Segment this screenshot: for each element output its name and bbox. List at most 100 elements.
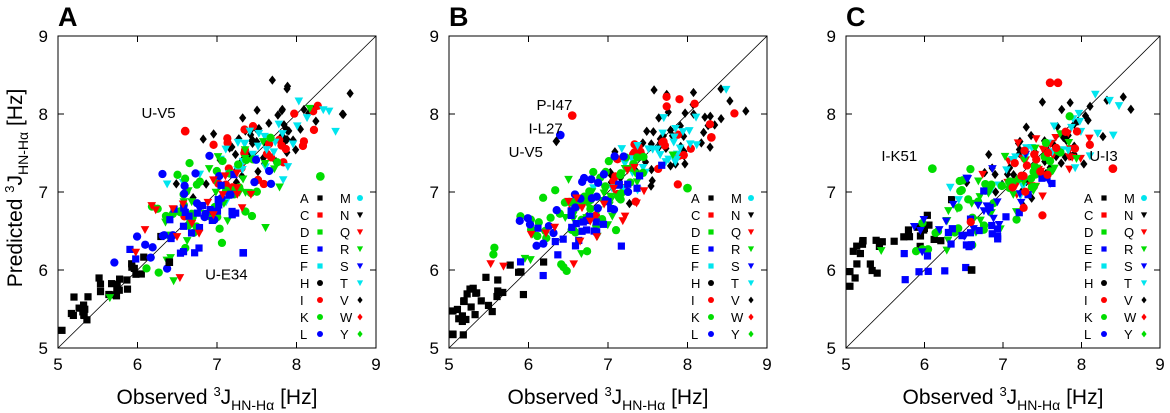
- data-point: [173, 170, 182, 179]
- data-point: [978, 170, 987, 179]
- data-point: [215, 201, 223, 209]
- data-point: [1086, 101, 1094, 112]
- data-point: [79, 301, 88, 309]
- data-point: [904, 226, 913, 234]
- data-point: [1072, 127, 1082, 136]
- legend-marker: [317, 195, 323, 201]
- x-axis-label: Observed 3JHN-Hα [Hz]: [903, 384, 1104, 413]
- data-point: [218, 156, 227, 166]
- data-point: [599, 170, 609, 179]
- data-point: [234, 160, 243, 169]
- data-point: [302, 114, 312, 123]
- data-point: [213, 153, 223, 162]
- legend-label: Y: [1124, 327, 1133, 342]
- data-point: [679, 151, 688, 160]
- data-point: [187, 198, 197, 207]
- data-point: [1008, 190, 1018, 199]
- data-point: [493, 292, 501, 301]
- data-point: [945, 183, 955, 192]
- data-point: [859, 236, 867, 245]
- data-point: [58, 326, 66, 334]
- legend-label: T: [340, 276, 348, 291]
- data-point: [600, 184, 609, 192]
- legend-marker: [708, 297, 714, 303]
- data-point: [567, 211, 575, 220]
- data-point: [1022, 122, 1030, 132]
- data-point: [919, 216, 929, 224]
- legend-marker: [317, 280, 323, 286]
- data-point: [449, 307, 457, 315]
- legend-label: E: [1084, 242, 1093, 257]
- data-point: [1019, 203, 1028, 212]
- legend-label: C: [300, 208, 309, 223]
- data-point: [169, 277, 178, 286]
- data-point: [620, 159, 630, 168]
- panel-a: A5 6 7 8 956789U-V5U-E34ACDEFHIKLMNQRSTVWYOb…: [39, 2, 381, 413]
- data-point: [583, 201, 593, 210]
- data-point: [275, 183, 284, 192]
- data-point: [973, 201, 983, 210]
- data-point: [1031, 182, 1040, 191]
- legend-marker: [708, 331, 714, 337]
- data-point: [1020, 156, 1029, 165]
- data-point: [1072, 155, 1081, 163]
- data-point: [179, 222, 188, 230]
- data-point: [180, 181, 189, 190]
- x-tick-label: 8: [292, 355, 301, 374]
- data-point: [552, 206, 561, 215]
- data-point: [593, 204, 602, 213]
- data-point: [253, 142, 263, 151]
- data-point: [265, 166, 274, 176]
- data-point: [672, 155, 681, 164]
- legend-marker: [747, 280, 755, 287]
- data-point: [140, 226, 150, 235]
- data-point: [281, 135, 289, 146]
- legend-marker: [1141, 313, 1147, 321]
- data-point: [681, 159, 689, 169]
- data-point: [494, 276, 502, 284]
- data-point: [564, 175, 573, 184]
- data-point: [992, 198, 1002, 207]
- data-point: [230, 170, 238, 179]
- data-point: [158, 231, 167, 241]
- data-point: [1061, 127, 1070, 136]
- x-tick-label: 7: [998, 355, 1007, 374]
- data-point: [123, 285, 132, 293]
- data-point: [1061, 152, 1069, 162]
- data-point: [110, 258, 119, 267]
- data-point: [589, 184, 598, 193]
- data-point: [988, 221, 996, 230]
- legend-label: C: [691, 208, 700, 223]
- legend-label: E: [300, 242, 309, 257]
- data-point: [1009, 170, 1018, 180]
- data-point: [201, 209, 210, 219]
- data-point: [251, 155, 261, 164]
- data-point: [655, 113, 663, 123]
- annotation: U-E34: [205, 266, 248, 283]
- data-point: [639, 152, 648, 162]
- legend-label: N: [340, 208, 349, 223]
- data-point: [459, 331, 467, 339]
- data-point: [992, 187, 1000, 197]
- data-point: [147, 202, 157, 211]
- y-tick-label: 6: [827, 261, 836, 280]
- panel-letter: B: [449, 2, 469, 32]
- data-point: [195, 223, 204, 232]
- legend-label: D: [691, 225, 700, 240]
- data-point: [980, 187, 988, 195]
- data-point: [193, 209, 201, 217]
- data-point: [900, 249, 908, 258]
- data-point: [624, 180, 632, 188]
- data-point: [966, 217, 975, 227]
- data-point: [609, 205, 619, 214]
- legend-marker: [317, 331, 323, 337]
- legend-marker: [1101, 331, 1107, 337]
- data-point: [900, 233, 908, 241]
- data-point: [963, 177, 971, 188]
- data-point: [248, 150, 257, 159]
- legend-marker: [356, 263, 364, 270]
- x-axis-label: Observed 3JHN-Hα [Hz]: [508, 384, 709, 413]
- data-point: [1050, 164, 1059, 173]
- data-point: [966, 165, 975, 174]
- data-point: [178, 200, 188, 209]
